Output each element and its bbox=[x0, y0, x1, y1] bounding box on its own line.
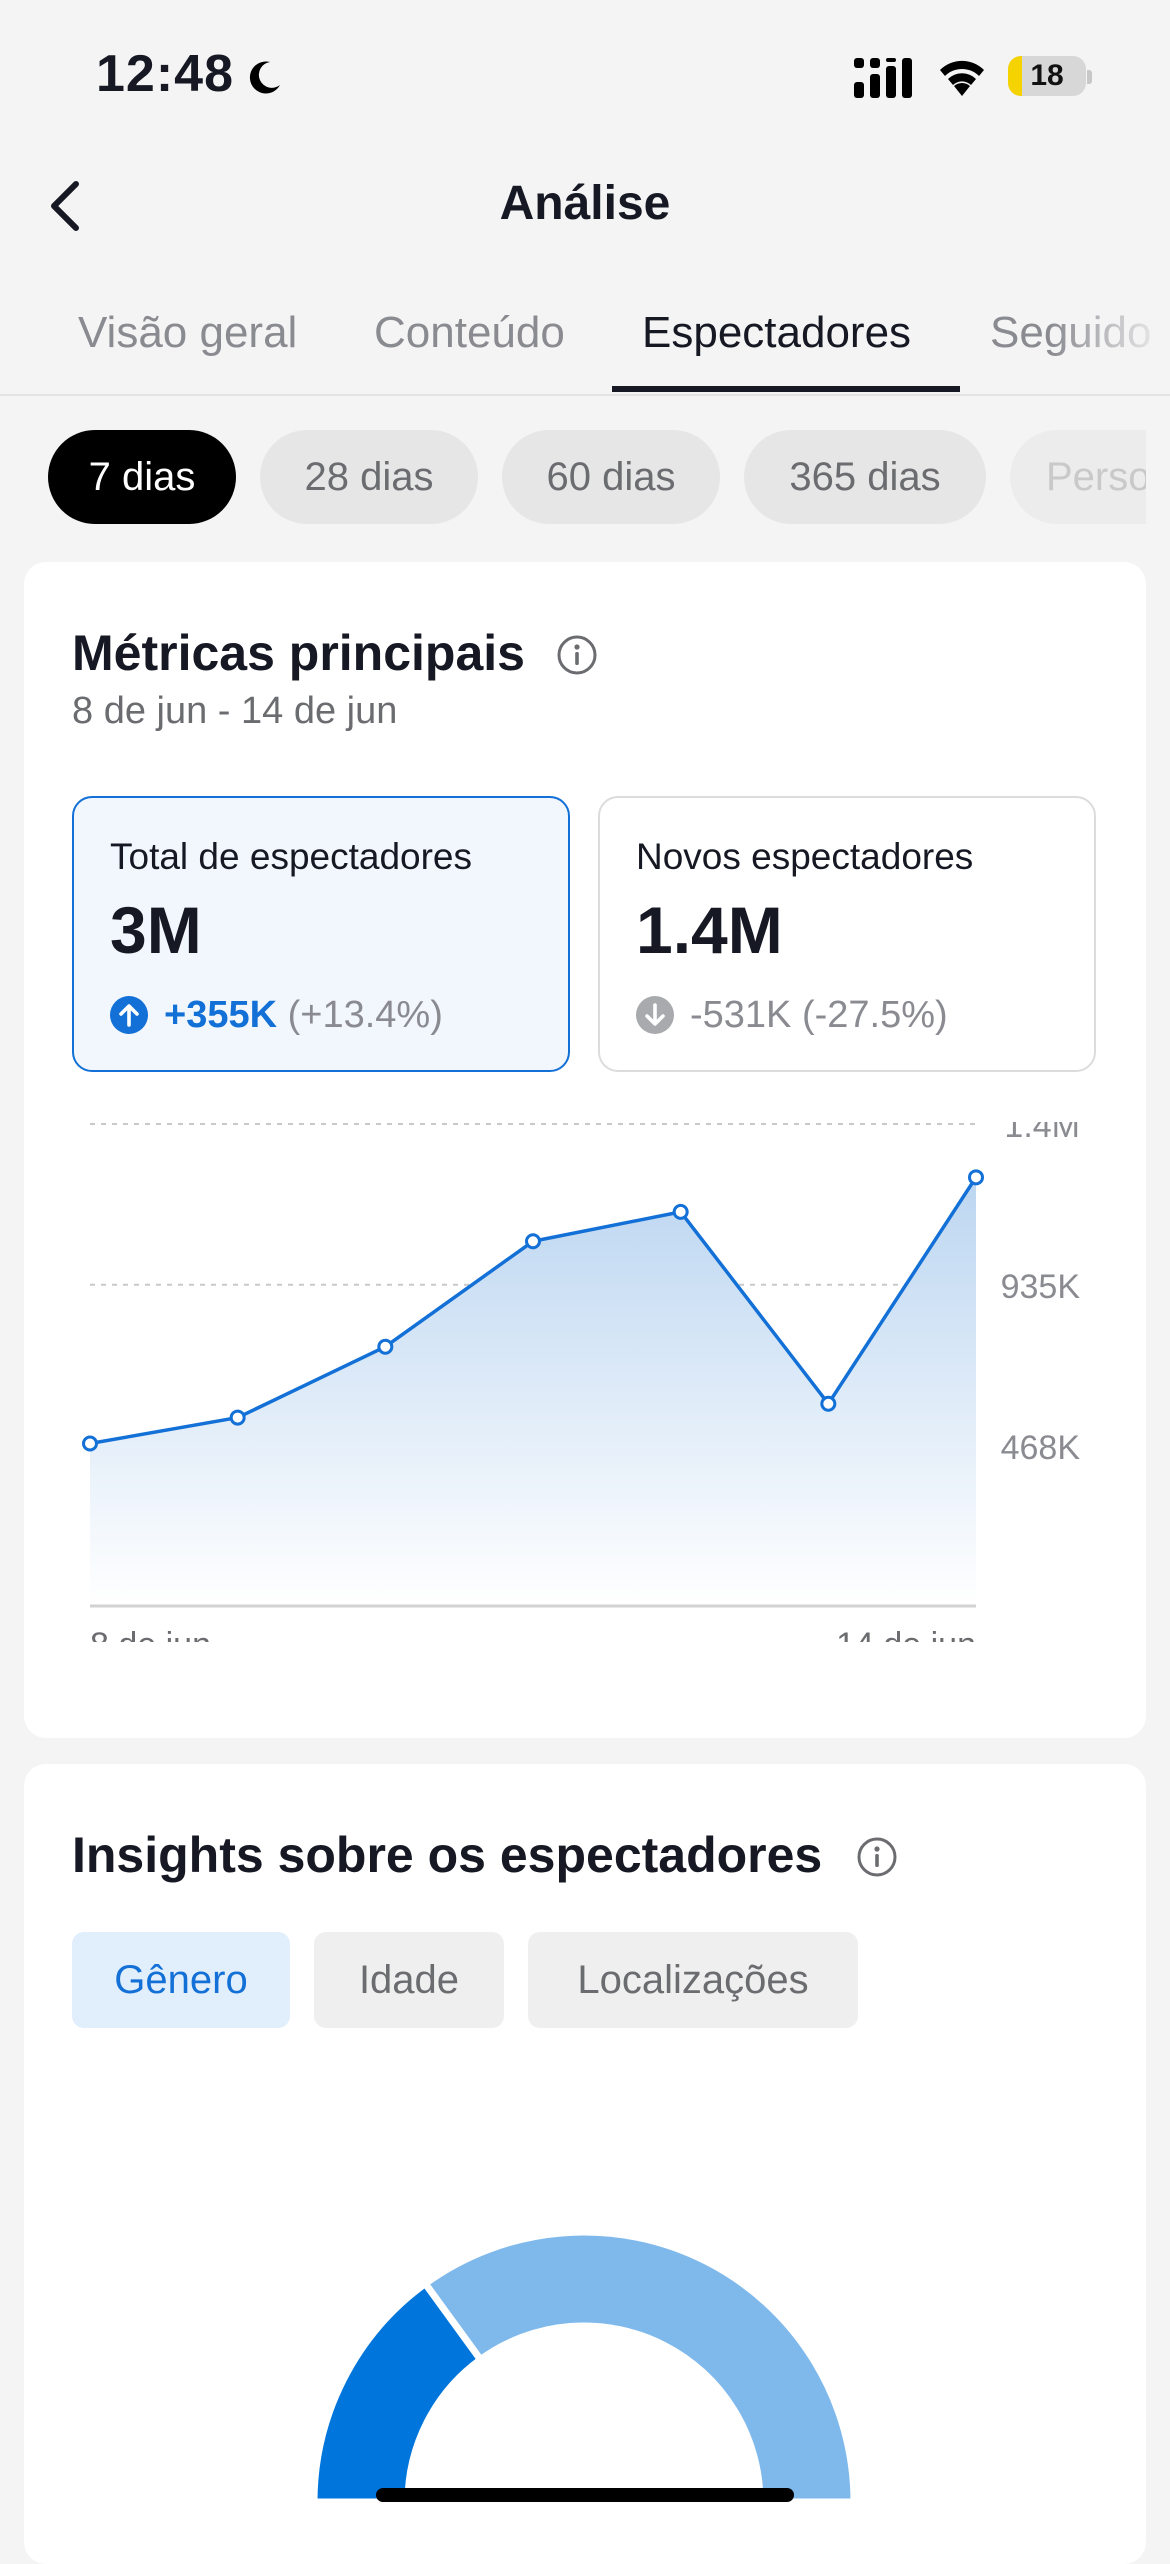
x-tick-label: 8 de jun bbox=[90, 1626, 211, 1642]
info-icon[interactable] bbox=[556, 634, 598, 676]
viewers-area-chart: 468K 935K 1.4M 8 de jun 14 de jun bbox=[82, 1122, 1081, 1642]
data-point bbox=[377, 1338, 394, 1355]
page-title: Análise bbox=[499, 177, 671, 230]
cellular-signal-icon bbox=[854, 58, 912, 98]
gender-donut-chart bbox=[310, 2228, 858, 2504]
metric-label: Novos espectadores bbox=[636, 836, 974, 877]
period-chip-7-days[interactable]: 7 dias bbox=[48, 430, 236, 524]
y-tick-label: 1.4M bbox=[1004, 1122, 1080, 1145]
metric-delta-value: +355K bbox=[164, 994, 278, 1036]
info-icon[interactable] bbox=[856, 1836, 898, 1878]
home-indicator bbox=[376, 2488, 794, 2502]
key-metrics-card: Métricas principais 8 de jun - 14 de jun… bbox=[24, 562, 1146, 1738]
x-tick-label: 14 de jun bbox=[836, 1626, 976, 1642]
y-tick-label: 468K bbox=[1001, 1429, 1081, 1467]
metric-value: 1.4M bbox=[636, 893, 783, 967]
metric-label: Total de espectadores bbox=[110, 836, 473, 877]
battery-level: 18 bbox=[1030, 59, 1064, 92]
status-time: 12:48 bbox=[96, 45, 234, 103]
tab-overview[interactable]: Visão geral bbox=[78, 308, 298, 357]
active-tab-indicator bbox=[612, 386, 960, 392]
period-chip-custom[interactable]: Perso bbox=[1010, 430, 1146, 524]
key-metrics-title: Métricas principais bbox=[72, 625, 525, 681]
area-fill bbox=[90, 1177, 976, 1606]
arrow-down-circle-icon bbox=[636, 996, 674, 1034]
metric-card-total-viewers[interactable]: Total de espectadores 3M +355K (+13.4%) bbox=[72, 796, 570, 1072]
period-chip-60-days[interactable]: 60 dias bbox=[502, 430, 720, 524]
metric-delta-percent: (-27.5%) bbox=[801, 994, 948, 1036]
metric-delta: -531K (-27.5%) bbox=[636, 994, 948, 1037]
battery-icon: 18 bbox=[1008, 52, 1092, 100]
tab-viewers[interactable]: Espectadores bbox=[642, 308, 912, 357]
insight-tab-locations[interactable]: Localizações bbox=[528, 1932, 858, 2028]
insight-tab-age[interactable]: Idade bbox=[314, 1932, 504, 2028]
data-point bbox=[82, 1435, 98, 1452]
donut-segment bbox=[420, 2228, 858, 2504]
tab-content[interactable]: Conteúdo bbox=[374, 308, 565, 357]
metric-value: 3M bbox=[110, 893, 202, 967]
data-point bbox=[672, 1203, 689, 1220]
insight-tab-gender[interactable]: Gênero bbox=[72, 1932, 290, 2028]
metric-delta: +355K (+13.4%) bbox=[110, 994, 443, 1037]
data-point bbox=[525, 1233, 541, 1250]
arrow-up-circle-icon bbox=[110, 996, 148, 1034]
period-chip-365-days[interactable]: 365 dias bbox=[744, 430, 986, 524]
metric-card-new-viewers[interactable]: Novos espectadores 1.4M -531K (-27.5%) bbox=[598, 796, 1096, 1072]
date-range: 8 de jun - 14 de jun bbox=[72, 690, 398, 732]
tab-bar: Visão geral Conteúdo Espectadores Seguid… bbox=[0, 288, 1170, 396]
period-chip-28-days[interactable]: 28 dias bbox=[260, 430, 478, 524]
wifi-icon bbox=[940, 60, 984, 96]
period-selector: 7 dias 28 dias 60 dias 365 dias Perso bbox=[0, 430, 1146, 526]
moon-icon bbox=[249, 61, 280, 94]
insights-title: Insights sobre os espectadores bbox=[72, 1827, 823, 1883]
viewer-insights-card: Insights sobre os espectadores Gênero Id… bbox=[24, 1764, 1146, 2564]
back-chevron-icon[interactable] bbox=[44, 178, 88, 234]
data-point bbox=[820, 1395, 837, 1412]
y-tick-label: 935K bbox=[1001, 1268, 1081, 1306]
data-point bbox=[968, 1169, 984, 1186]
metric-delta-value: -531K bbox=[690, 994, 792, 1036]
status-bar: 12:48 18 bbox=[0, 0, 1170, 150]
metric-delta-percent: (+13.4%) bbox=[287, 994, 443, 1036]
data-point bbox=[229, 1409, 246, 1426]
